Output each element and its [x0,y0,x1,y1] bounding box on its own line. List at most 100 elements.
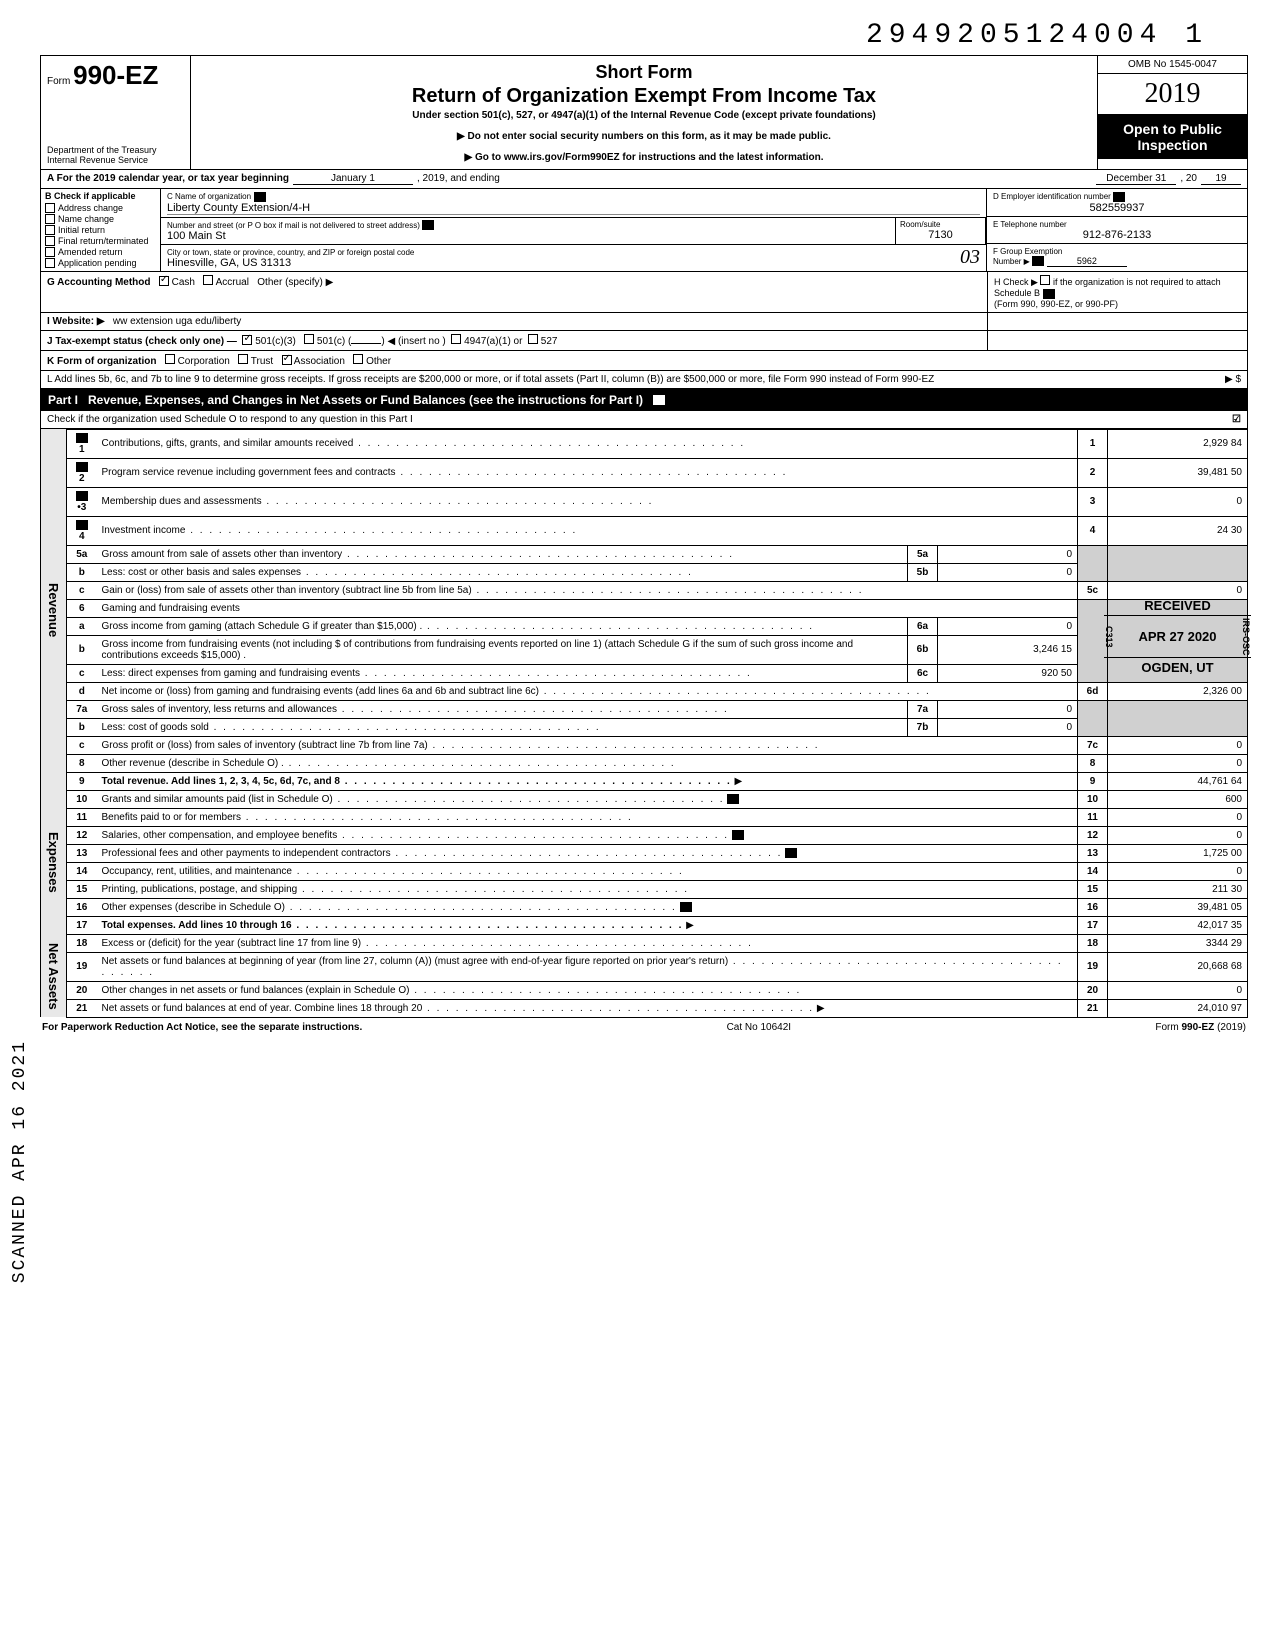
num-7c: 7c [1078,736,1108,754]
lbl-application-pending: Application pending [58,258,137,268]
num-12: 12 [1078,826,1108,844]
ln-17: 17 [67,916,97,934]
part1-check-note: Check if the organization used Schedule … [47,414,413,425]
h-text1: H Check ▶ [994,277,1038,287]
grey-7 [1078,700,1108,736]
help-icon [76,462,88,472]
h-continued [987,313,1247,330]
desc-6c: Less: direct expenses from gaming and fu… [97,664,908,682]
ln-19: 19 [67,952,97,981]
ln-14: 14 [67,862,97,880]
title-return: Return of Organization Exempt From Incom… [197,85,1091,108]
desc-1: Contributions, gifts, grants, and simila… [97,429,1078,458]
rows-g-to-l: G Accounting Method Cash Accrual Other (… [40,272,1248,389]
ln-6c: c [67,664,97,682]
ln3-pre: •3 [77,502,86,513]
num-16: 16 [1078,898,1108,916]
chk-cash[interactable] [159,276,169,286]
col-b-header: B Check if applicable [45,191,156,201]
chk-h[interactable] [1040,275,1050,285]
opt-assoc: Association [294,356,345,367]
subamt-6b: 3,246 15 [938,635,1078,664]
tax-year: 2019 [1098,74,1247,115]
amt-21: 24,010 97 [1108,999,1248,1017]
row-a-mid: , 2019, and ending [417,173,500,184]
desc-21: Net assets or fund balances at end of ye… [97,999,1078,1017]
txt-13: Professional fees and other payments to … [102,848,783,859]
amt-8: 0 [1108,754,1248,772]
desc-17: Total expenses. Add lines 10 through 16 … [97,916,1078,934]
num-19: 19 [1078,952,1108,981]
ln-15: 15 [67,880,97,898]
chk-accrual[interactable] [203,275,213,285]
chk-initial-return[interactable]: Initial return [45,225,156,235]
page-footer: For Paperwork Reduction Act Notice, see … [40,1018,1248,1037]
ln-3: •3 [67,487,97,516]
desc-7b: Less: cost of goods sold [97,718,908,736]
scanned-stamp: SCANNED APR 16 2021 [10,1040,30,1283]
chk-501c3[interactable] [242,335,252,345]
opt-501c: 501(c) ( [317,336,351,347]
help-icon [1113,192,1125,202]
desc-16: Other expenses (describe in Schedule O) [97,898,1078,916]
form-number-big: 990-EZ [73,60,158,90]
chk-address-change[interactable]: Address change [45,203,156,213]
opt-accrual: Accrual [216,277,249,288]
header-left: Form 990-EZ Department of the Treasury I… [41,56,191,169]
chk-amended-return[interactable]: Amended return [45,247,156,257]
chk-application-pending[interactable]: Application pending [45,258,156,268]
chk-assoc[interactable] [282,355,292,365]
help-icon [727,794,739,804]
subamt-5a: 0 [938,545,1078,563]
txt-21: Net assets or fund balances at end of ye… [102,1003,815,1014]
num-4: 4 [1078,516,1108,545]
row-l: L Add lines 5b, 6c, and 7b to line 9 to … [41,371,1247,388]
part1-checkbox[interactable]: ☑ [1232,414,1241,425]
row-a-label: A For the 2019 calendar year, or tax yea… [47,173,289,184]
desc-10: Grants and similar amounts paid (list in… [97,790,1078,808]
num-8: 8 [1078,754,1108,772]
stamp-side1: C313 [1104,626,1114,648]
desc-11: Benefits paid to or for members [97,808,1078,826]
ln-6b: b [67,635,97,664]
desc-6b: Gross income from fundraising events (no… [97,635,908,664]
subamt-7a: 0 [938,700,1078,718]
txt-10: Grants and similar amounts paid (list in… [102,794,725,805]
amt-2: 39,481 50 [1108,458,1248,487]
help-icon [653,395,665,405]
amt-16: 39,481 05 [1108,898,1248,916]
txt-7c: Gross profit or (loss) from sales of inv… [102,740,820,751]
chk-other-org[interactable] [353,354,363,364]
title-short-form: Short Form [197,62,1091,83]
chk-corp[interactable] [165,354,175,364]
chk-4947[interactable] [451,334,461,344]
ein-label: D Employer identification number [993,192,1111,201]
row-a-begin: January 1 [293,173,413,185]
desc-14: Occupancy, rent, utilities, and maintena… [97,862,1078,880]
section-b-through-f: B Check if applicable Address change Nam… [40,189,1248,272]
g-label: G Accounting Method [47,277,151,288]
txt-5c: Gain or (loss) from sale of assets other… [102,585,864,596]
handwritten-03: 03 [960,246,980,269]
chk-name-change[interactable]: Name change [45,214,156,224]
desc-13: Professional fees and other payments to … [97,844,1078,862]
num-3: 3 [1078,487,1108,516]
chk-trust[interactable] [238,354,248,364]
chk-final-return[interactable]: Final return/terminated [45,236,156,246]
h-text3: (Form 990, 990-EZ, or 990-PF) [994,299,1118,309]
side-net-assets: Net Assets [41,934,67,1017]
help-icon [680,902,692,912]
desc-18: Excess or (deficit) for the year (subtra… [97,934,1078,952]
ln-18: 18 [67,934,97,952]
note-ssn: ▶ Do not enter social security numbers o… [197,131,1091,142]
help-icon [76,491,88,501]
desc-12: Salaries, other compensation, and employ… [97,826,1078,844]
chk-527[interactable] [528,334,538,344]
chk-501c[interactable] [304,334,314,344]
opt-other-org: Other [366,356,391,367]
amt-17: 42,017 35 [1108,916,1248,934]
ln-12: 12 [67,826,97,844]
amt-3: 0 [1108,487,1248,516]
desc-6d: Net income or (loss) from gaming and fun… [97,682,1078,700]
city-label: City or town, state or province, country… [167,248,414,257]
